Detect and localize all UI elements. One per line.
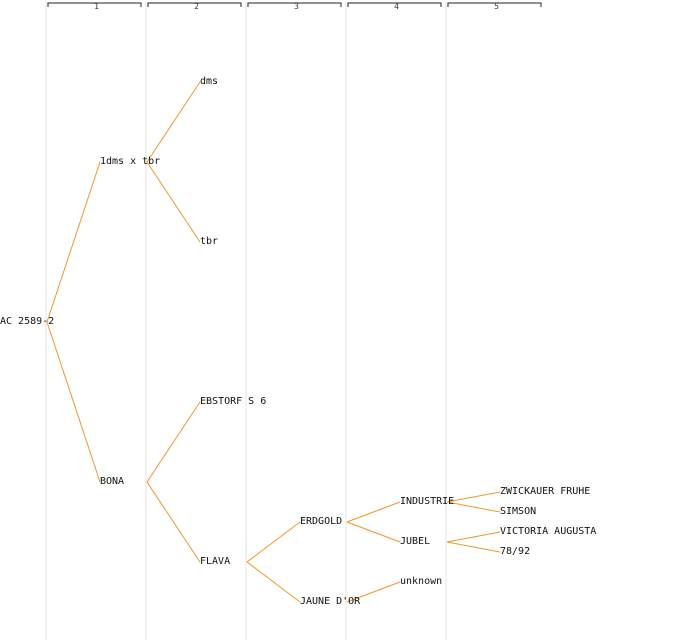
pedigree-node-ebstorf-s-6[interactable]: EBSTORF S 6 [200,396,266,407]
generation-header-bracket [47,2,142,7]
pedigree-nodes: AC 2589-2 1dms x tbr dms tbr BONA EBSTORF S 6… [0,76,596,607]
pedigree-node-flava[interactable]: FLAVA [200,556,230,567]
pedigree-node-victoria-augusta[interactable]: VICTORIA AUGUSTA [500,526,596,537]
pedigree-node-tbr[interactable]: tbr [200,236,218,247]
pedigree-edge [346,521,401,543]
generation-header-bracket [447,2,542,7]
pedigree-edge [146,81,201,163]
generation-header-bracket [247,2,342,7]
pedigree-edge [346,581,401,603]
pedigree-edges [46,81,501,603]
pedigree-node-zwickauer-fruhe[interactable]: ZWICKAUER FRUHE [500,486,590,497]
pedigree-edge [446,531,501,543]
pedigree-node-simson[interactable]: SIMSON [500,506,536,517]
pedigree-edge [446,501,501,513]
pedigree-node-dms[interactable]: dms [200,76,218,87]
generation-label: 3 [294,2,299,11]
pedigree-node-erdgold[interactable]: ERDGOLD [300,516,342,527]
pedigree-node-1dms-x-tbr[interactable]: 1dms x tbr [100,156,160,167]
pedigree-node-78-92[interactable]: 78/92 [500,546,530,557]
pedigree-edge [146,401,201,483]
generation-label: 5 [494,2,499,11]
generation-columns: 1 2 3 4 5 [45,2,542,640]
generation-header-bracket [347,2,442,7]
pedigree-edge [346,501,401,523]
generation-label: 4 [394,2,399,11]
pedigree-node-industrie[interactable]: INDUSTRIE [400,496,454,507]
pedigree-edge [446,541,501,553]
generation-label: 1 [94,2,99,11]
pedigree-edge [446,491,501,503]
pedigree-edge [246,561,301,603]
pedigree-edge [46,321,101,483]
pedigree-node-jaune-d-or[interactable]: JAUNE D'OR [300,596,361,607]
pedigree-node-ac-2589-2[interactable]: AC 2589-2 [0,316,54,327]
pedigree-edge [46,161,101,323]
pedigree-edge [146,161,201,243]
pedigree-node-unknown[interactable]: unknown [400,576,442,587]
generation-label: 2 [194,2,199,11]
pedigree-node-bona[interactable]: BONA [100,476,124,487]
pedigree-edge [246,521,301,563]
pedigree-node-jubel[interactable]: JUBEL [400,536,430,547]
generation-header-bracket [147,2,242,7]
pedigree-edge [146,481,201,563]
